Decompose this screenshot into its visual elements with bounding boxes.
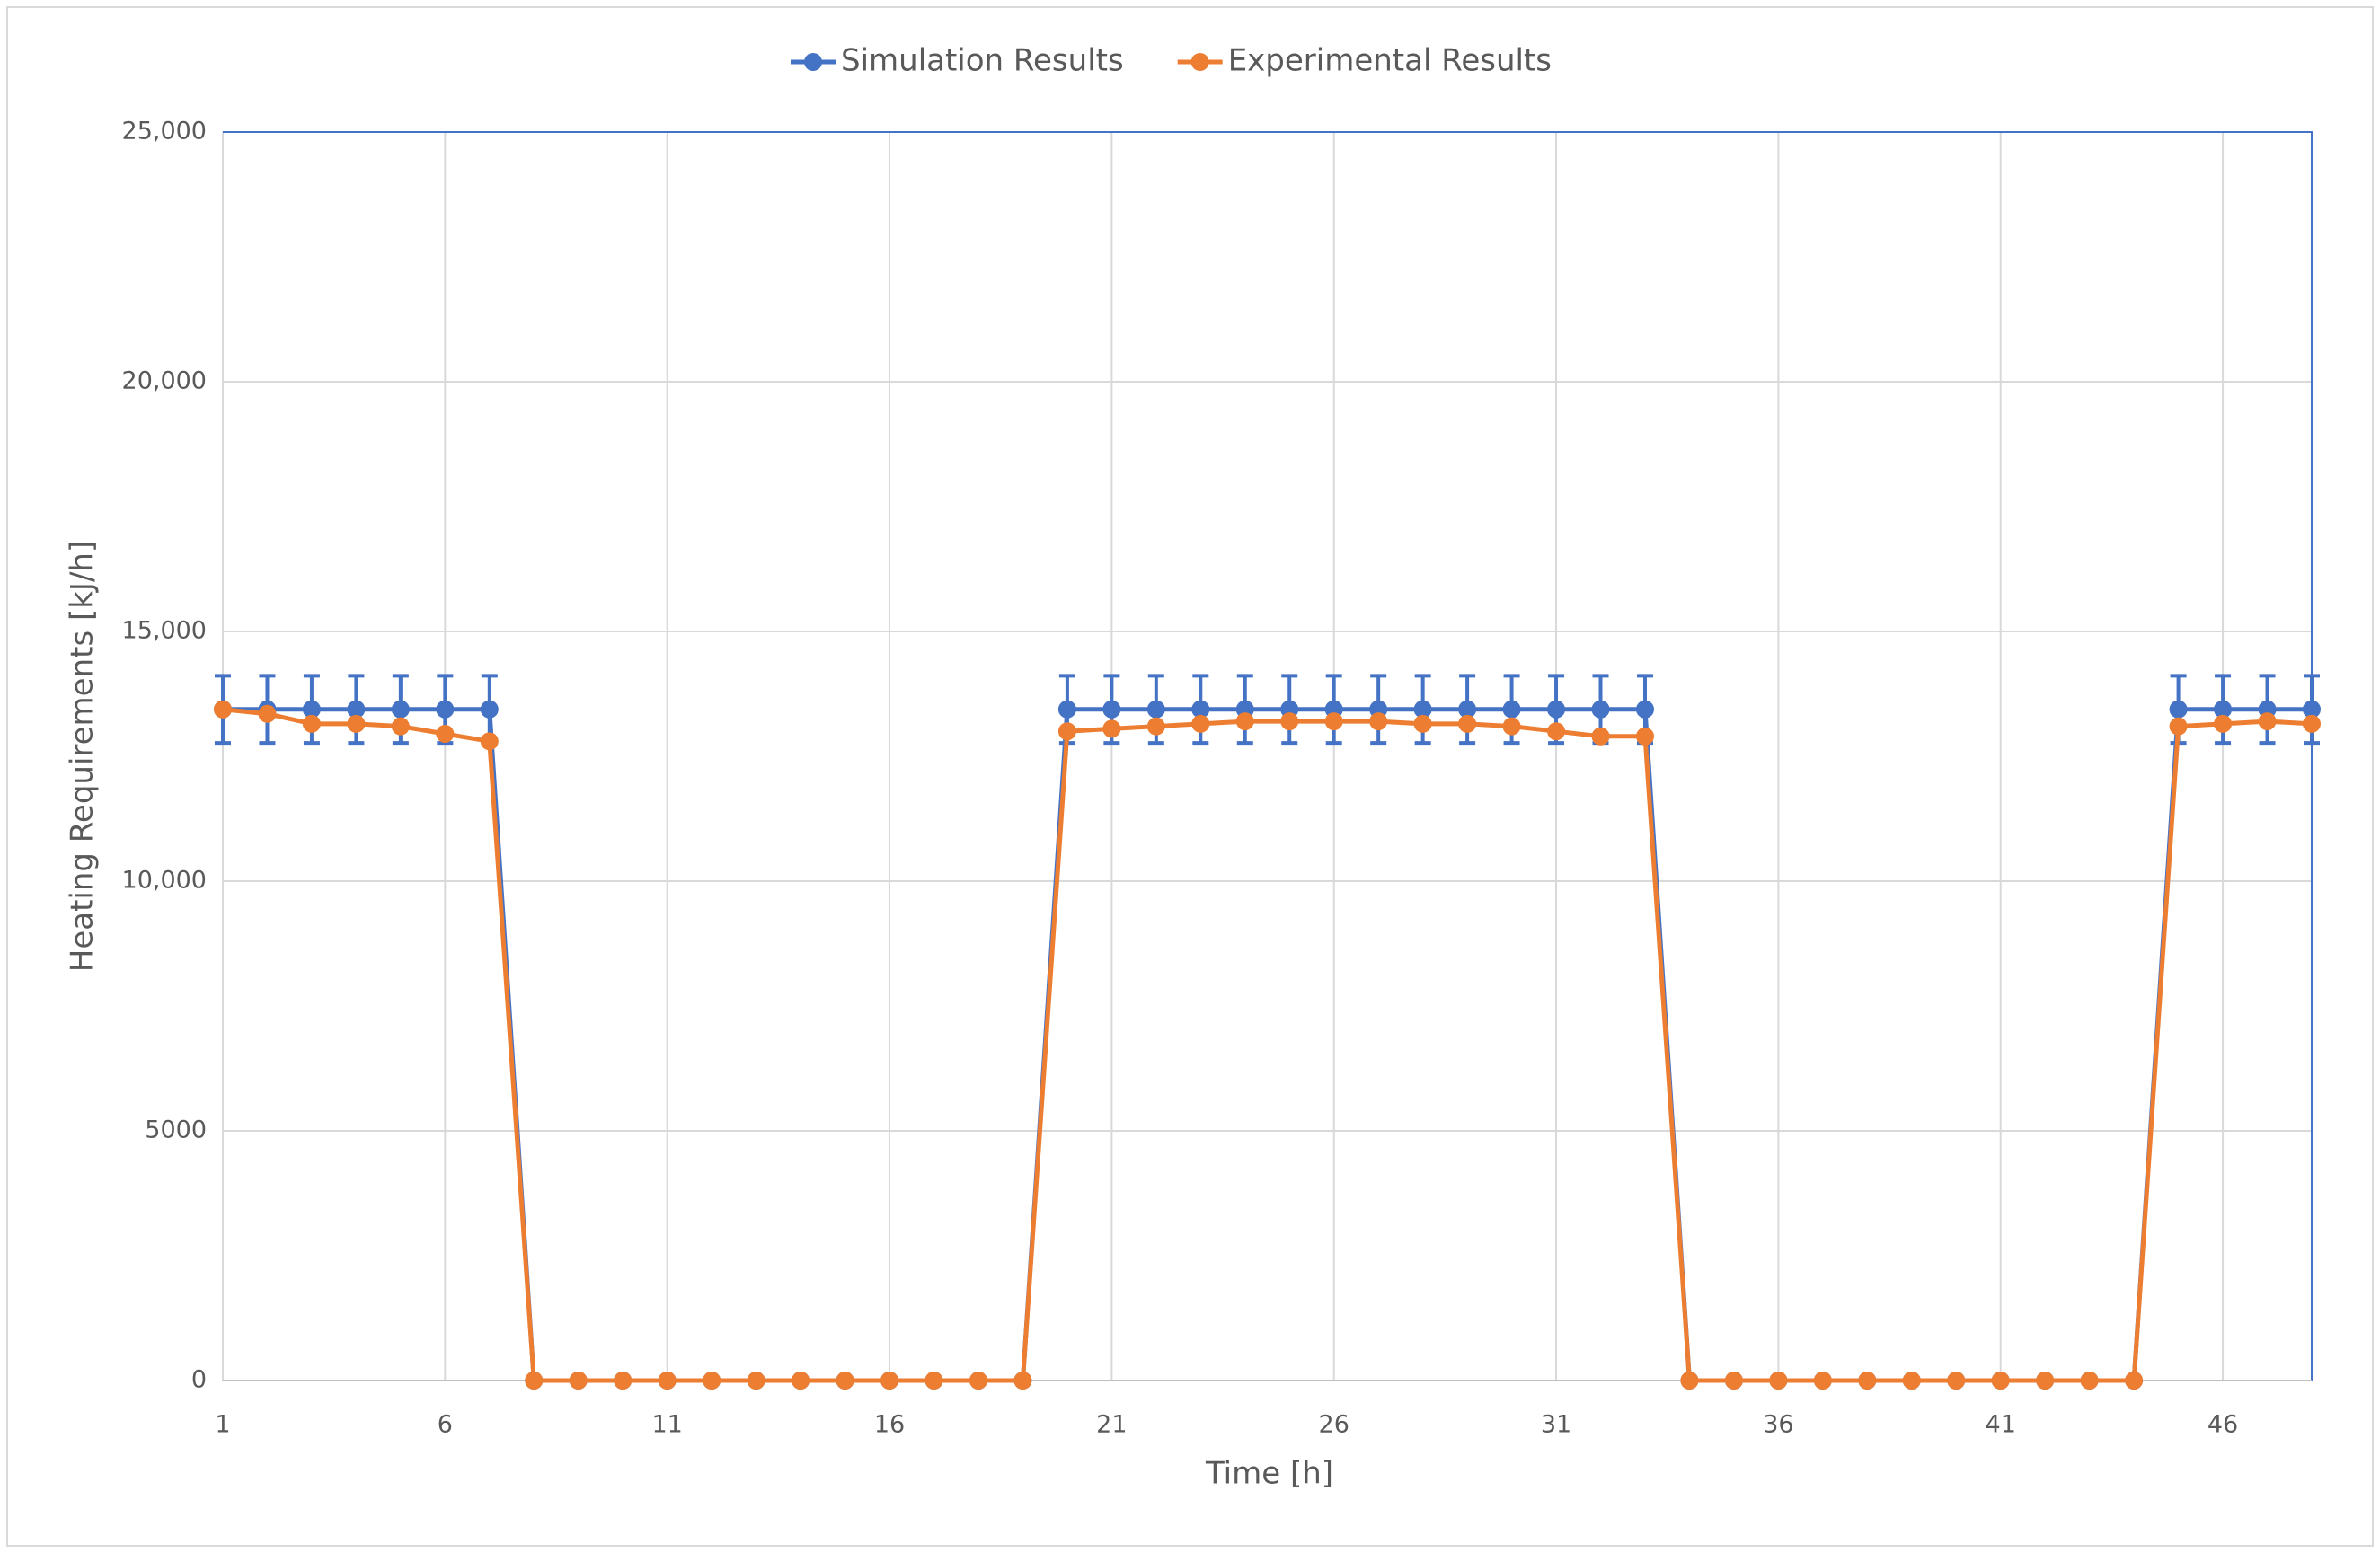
data-point: [436, 700, 455, 719]
data-point: [1369, 712, 1388, 731]
data-point: [1635, 700, 1654, 719]
data-point: [1324, 712, 1343, 731]
x-tick-label: 46: [2207, 1411, 2238, 1439]
data-point: [1013, 1372, 1032, 1390]
data-point: [1547, 722, 1566, 741]
y-tick-label: 25,000: [122, 118, 207, 146]
data-point: [1413, 714, 1432, 733]
data-point: [302, 714, 321, 733]
y-tick-label: 10,000: [122, 867, 207, 895]
data-point: [1635, 727, 1654, 746]
data-point: [436, 724, 455, 743]
legend-label: Simulation Results: [841, 43, 1124, 79]
data-point: [969, 1372, 987, 1390]
x-tick-label: 41: [1986, 1411, 2016, 1439]
data-point: [1991, 1372, 2010, 1390]
x-tick-label: 36: [1763, 1411, 1793, 1439]
data-point: [1502, 700, 1521, 719]
data-point: [480, 732, 499, 751]
data-point: [792, 1372, 810, 1390]
x-tick-label: 11: [652, 1411, 683, 1439]
data-point: [1769, 1372, 1788, 1390]
data-point: [302, 700, 321, 719]
data-point: [1146, 717, 1165, 736]
data-point: [2303, 714, 2321, 733]
y-axis-title: Heating Requirements [kJ/h]: [65, 541, 101, 972]
y-tick-label: 15,000: [122, 617, 207, 645]
data-point: [658, 1372, 677, 1390]
data-point: [703, 1372, 721, 1390]
plot-frame: [223, 131, 2313, 1381]
data-point: [747, 1372, 765, 1390]
data-point: [1591, 700, 1610, 719]
data-point: [1458, 714, 1477, 733]
data-point: [1680, 1372, 1699, 1390]
x-tick-label: 6: [438, 1411, 453, 1439]
data-point: [1146, 700, 1165, 719]
x-tick-label: 16: [874, 1411, 905, 1439]
data-point: [2169, 700, 2188, 719]
data-point: [2214, 714, 2233, 733]
y-tick-label: 0: [191, 1366, 207, 1394]
data-point: [569, 1372, 588, 1390]
data-point: [614, 1372, 633, 1390]
y-tick-label: 5000: [145, 1116, 207, 1144]
data-point: [1458, 700, 1477, 719]
data-point: [2125, 1372, 2144, 1390]
data-point: [525, 1372, 544, 1390]
data-point: [1057, 722, 1076, 741]
x-tick-label: 31: [1541, 1411, 1571, 1439]
data-point: [1591, 727, 1610, 746]
data-point: [1858, 1372, 1877, 1390]
data-point: [1102, 719, 1121, 738]
data-point: [1235, 712, 1254, 731]
y-tick-label: 20,000: [122, 367, 207, 395]
data-point: [1547, 700, 1566, 719]
data-point: [1813, 1372, 1832, 1390]
data-point: [480, 700, 499, 719]
data-point: [1191, 714, 1210, 733]
x-tick-label: 1: [215, 1411, 230, 1439]
data-point: [2169, 717, 2188, 736]
data-point: [2036, 1372, 2055, 1390]
data-point: [1280, 712, 1299, 731]
data-point: [880, 1372, 899, 1390]
data-point: [258, 704, 277, 723]
x-tick-label: 26: [1319, 1411, 1349, 1439]
data-point: [391, 700, 410, 719]
data-point: [2258, 712, 2277, 731]
x-tick-label: 21: [1096, 1411, 1127, 1439]
data-point: [1502, 717, 1521, 736]
data-point: [347, 714, 366, 733]
data-point: [2214, 700, 2233, 719]
legend-marker: [1190, 53, 1209, 71]
chart-border: [6, 6, 2374, 1547]
data-point: [1191, 700, 1210, 719]
data-point: [1057, 700, 1076, 719]
data-point: [214, 700, 232, 719]
data-point: [1902, 1372, 1921, 1390]
data-point: [2303, 700, 2321, 719]
data-point: [1102, 700, 1121, 719]
data-point: [1947, 1372, 1966, 1390]
x-axis-title: Time [h]: [1205, 1456, 1333, 1492]
data-point: [2080, 1372, 2099, 1390]
data-point: [1724, 1372, 1743, 1390]
data-point: [836, 1372, 854, 1390]
data-point: [391, 717, 410, 736]
legend-label: Experimental Results: [1228, 43, 1552, 79]
data-point: [1413, 700, 1432, 719]
data-point: [347, 700, 366, 719]
legend-marker: [804, 53, 822, 71]
data-point: [925, 1372, 943, 1390]
